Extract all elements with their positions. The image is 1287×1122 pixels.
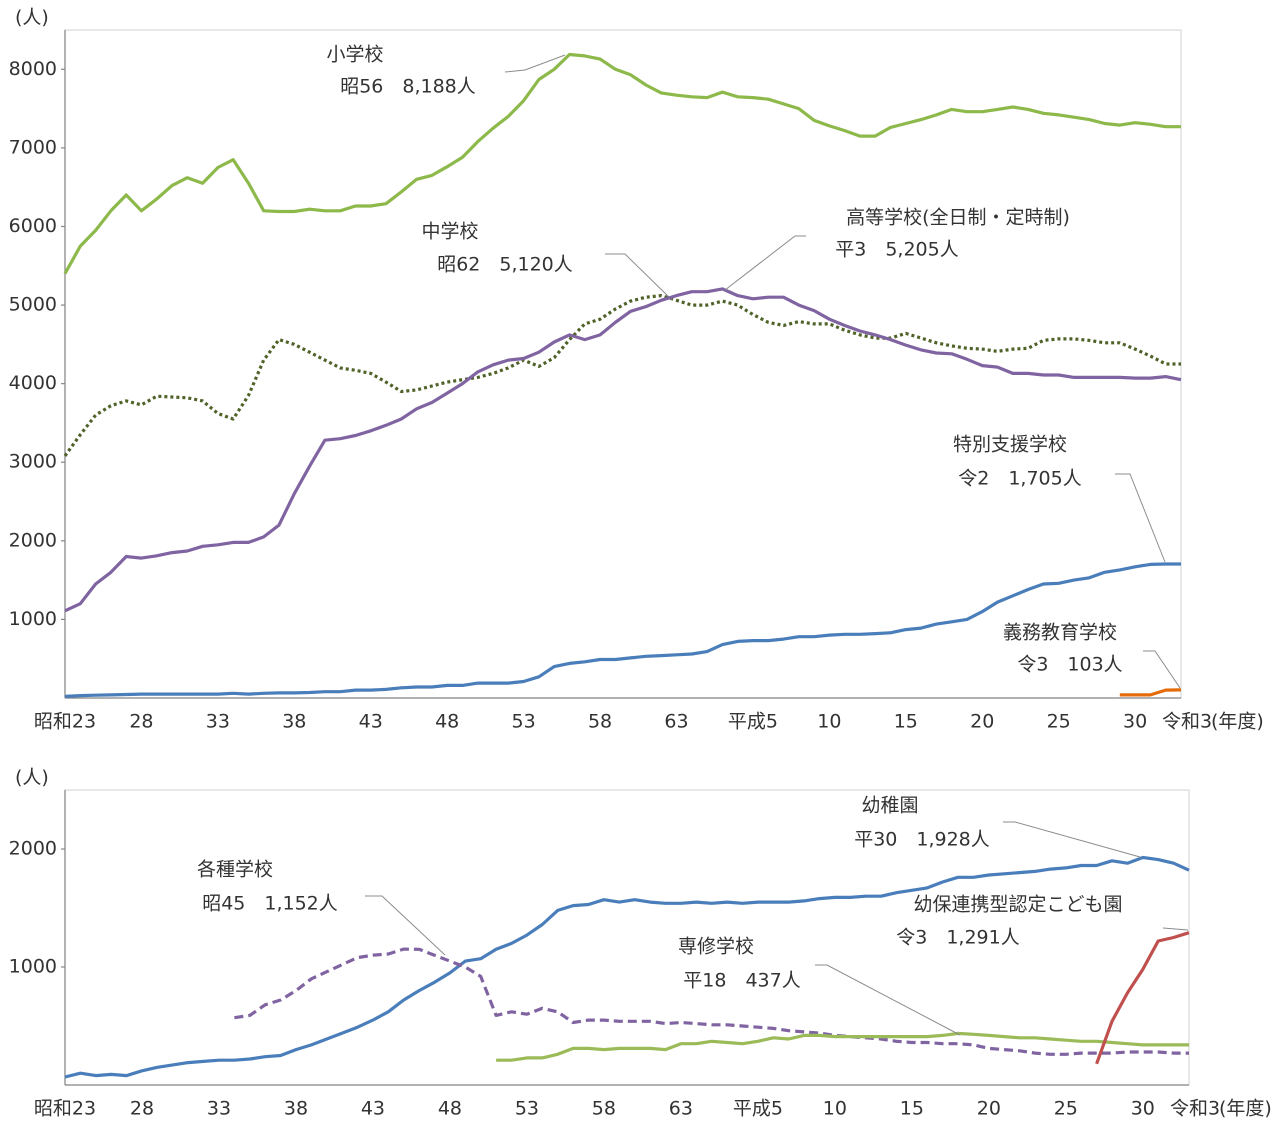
- x-tick-label: 25: [1047, 711, 1071, 733]
- series-annotation: 平3 5,205人: [835, 239, 958, 261]
- series-annotation: 昭56 8,188人: [340, 76, 476, 98]
- x-tick-label: 28: [129, 711, 153, 733]
- leader-line: [1162, 927, 1189, 931]
- leader-line: [1003, 821, 1141, 858]
- x-tick-label: 30: [1123, 711, 1147, 733]
- series-name: 小学校: [326, 44, 383, 66]
- x-tick-label: 58: [592, 1098, 616, 1120]
- y-tick-label: 8000: [9, 58, 57, 80]
- series-name: 高等学校(全日制・定時制): [846, 207, 1070, 229]
- series-annotation: 昭45 1,152人: [202, 893, 338, 915]
- leader-line: [1115, 473, 1166, 563]
- y-tick-label: 2000: [9, 838, 57, 860]
- leader-line: [815, 964, 961, 1036]
- x-tick-label: 昭和23: [34, 1098, 96, 1120]
- series-line: [234, 947, 1189, 1056]
- series-name: 専修学校: [678, 936, 754, 958]
- series-annotation: 平30 1,928人: [854, 829, 990, 851]
- series-annotation: 令2 1,705人: [958, 468, 1081, 490]
- y-tick-label: 1000: [9, 956, 57, 978]
- series-line: [1095, 931, 1190, 1065]
- x-tick-label: 10: [817, 711, 841, 733]
- series-line: [63, 294, 1181, 457]
- series-name: 幼稚園: [861, 795, 918, 817]
- x-tick-label: 33: [206, 711, 230, 733]
- series-annotation: 平18 437人: [683, 970, 800, 992]
- x-tick-label: 33: [207, 1098, 231, 1120]
- series-line: [496, 1031, 1189, 1062]
- x-tick-label: 38: [282, 711, 306, 733]
- x-tick-label: 43: [361, 1098, 385, 1120]
- x-tick-label: 15: [894, 711, 918, 733]
- series-line: [1119, 688, 1182, 697]
- y-tick-label: 3000: [9, 451, 57, 473]
- plot-frame: [64, 789, 1190, 1086]
- x-tick-label: 平成5: [728, 711, 778, 733]
- series-name: 幼保連携型認定こども園: [913, 894, 1122, 916]
- x-tick-label: 28: [130, 1098, 154, 1120]
- x-tick-label: 63: [669, 1098, 693, 1120]
- x-tick-label: 38: [284, 1098, 308, 1120]
- series-name: 中学校: [421, 221, 478, 243]
- series-line: [64, 855, 1190, 1079]
- x-tick-label: 10: [823, 1098, 847, 1120]
- y-tick-label: 7000: [9, 136, 57, 158]
- series-name: 各種学校: [197, 859, 273, 881]
- x-unit: (年度): [1211, 711, 1264, 733]
- x-tick-label: 25: [1054, 1098, 1078, 1120]
- x-tick-label: 63: [664, 711, 688, 733]
- x-unit: (年度): [1219, 1098, 1272, 1120]
- leader-line: [365, 895, 446, 956]
- leader-line: [605, 253, 673, 301]
- series-annotation: 令3 1,291人: [896, 927, 1019, 949]
- y-tick-label: 1000: [9, 608, 57, 630]
- x-tick-label: 43: [359, 711, 383, 733]
- y-unit: (人): [15, 7, 49, 29]
- series-line: [64, 562, 1181, 698]
- x-tick-label: 20: [970, 711, 994, 733]
- plot-frame: [64, 29, 1182, 699]
- x-tick-label: 30: [1131, 1098, 1155, 1120]
- leader-line: [504, 54, 566, 73]
- x-tick-label: 令和3: [1162, 711, 1212, 733]
- series-annotation: 昭62 5,120人: [437, 254, 573, 276]
- y-tick-label: 4000: [9, 372, 57, 394]
- x-tick-label: 53: [515, 1098, 539, 1120]
- leader-line: [1143, 650, 1181, 689]
- series-annotation: 令3 103人: [1017, 654, 1122, 676]
- series-name: 義務教育学校: [1003, 622, 1117, 644]
- x-tick-label: 53: [512, 711, 536, 733]
- leader-line: [724, 235, 806, 291]
- x-tick-label: 15: [900, 1098, 924, 1120]
- y-tick-label: 5000: [9, 294, 57, 316]
- y-tick-label: 2000: [9, 529, 57, 551]
- x-tick-label: 48: [438, 1098, 462, 1120]
- x-tick-label: 58: [588, 711, 612, 733]
- y-tick-label: 6000: [9, 215, 57, 237]
- x-tick-label: 20: [977, 1098, 1001, 1120]
- x-tick-label: 昭和23: [34, 711, 96, 733]
- x-tick-label: 平成5: [733, 1098, 783, 1120]
- y-unit: (人): [15, 767, 49, 789]
- x-tick-label: 令和3: [1170, 1098, 1220, 1120]
- x-tick-label: 48: [435, 711, 459, 733]
- series-line: [63, 52, 1181, 275]
- series-name: 特別支援学校: [953, 434, 1067, 456]
- series-line: [64, 287, 1182, 613]
